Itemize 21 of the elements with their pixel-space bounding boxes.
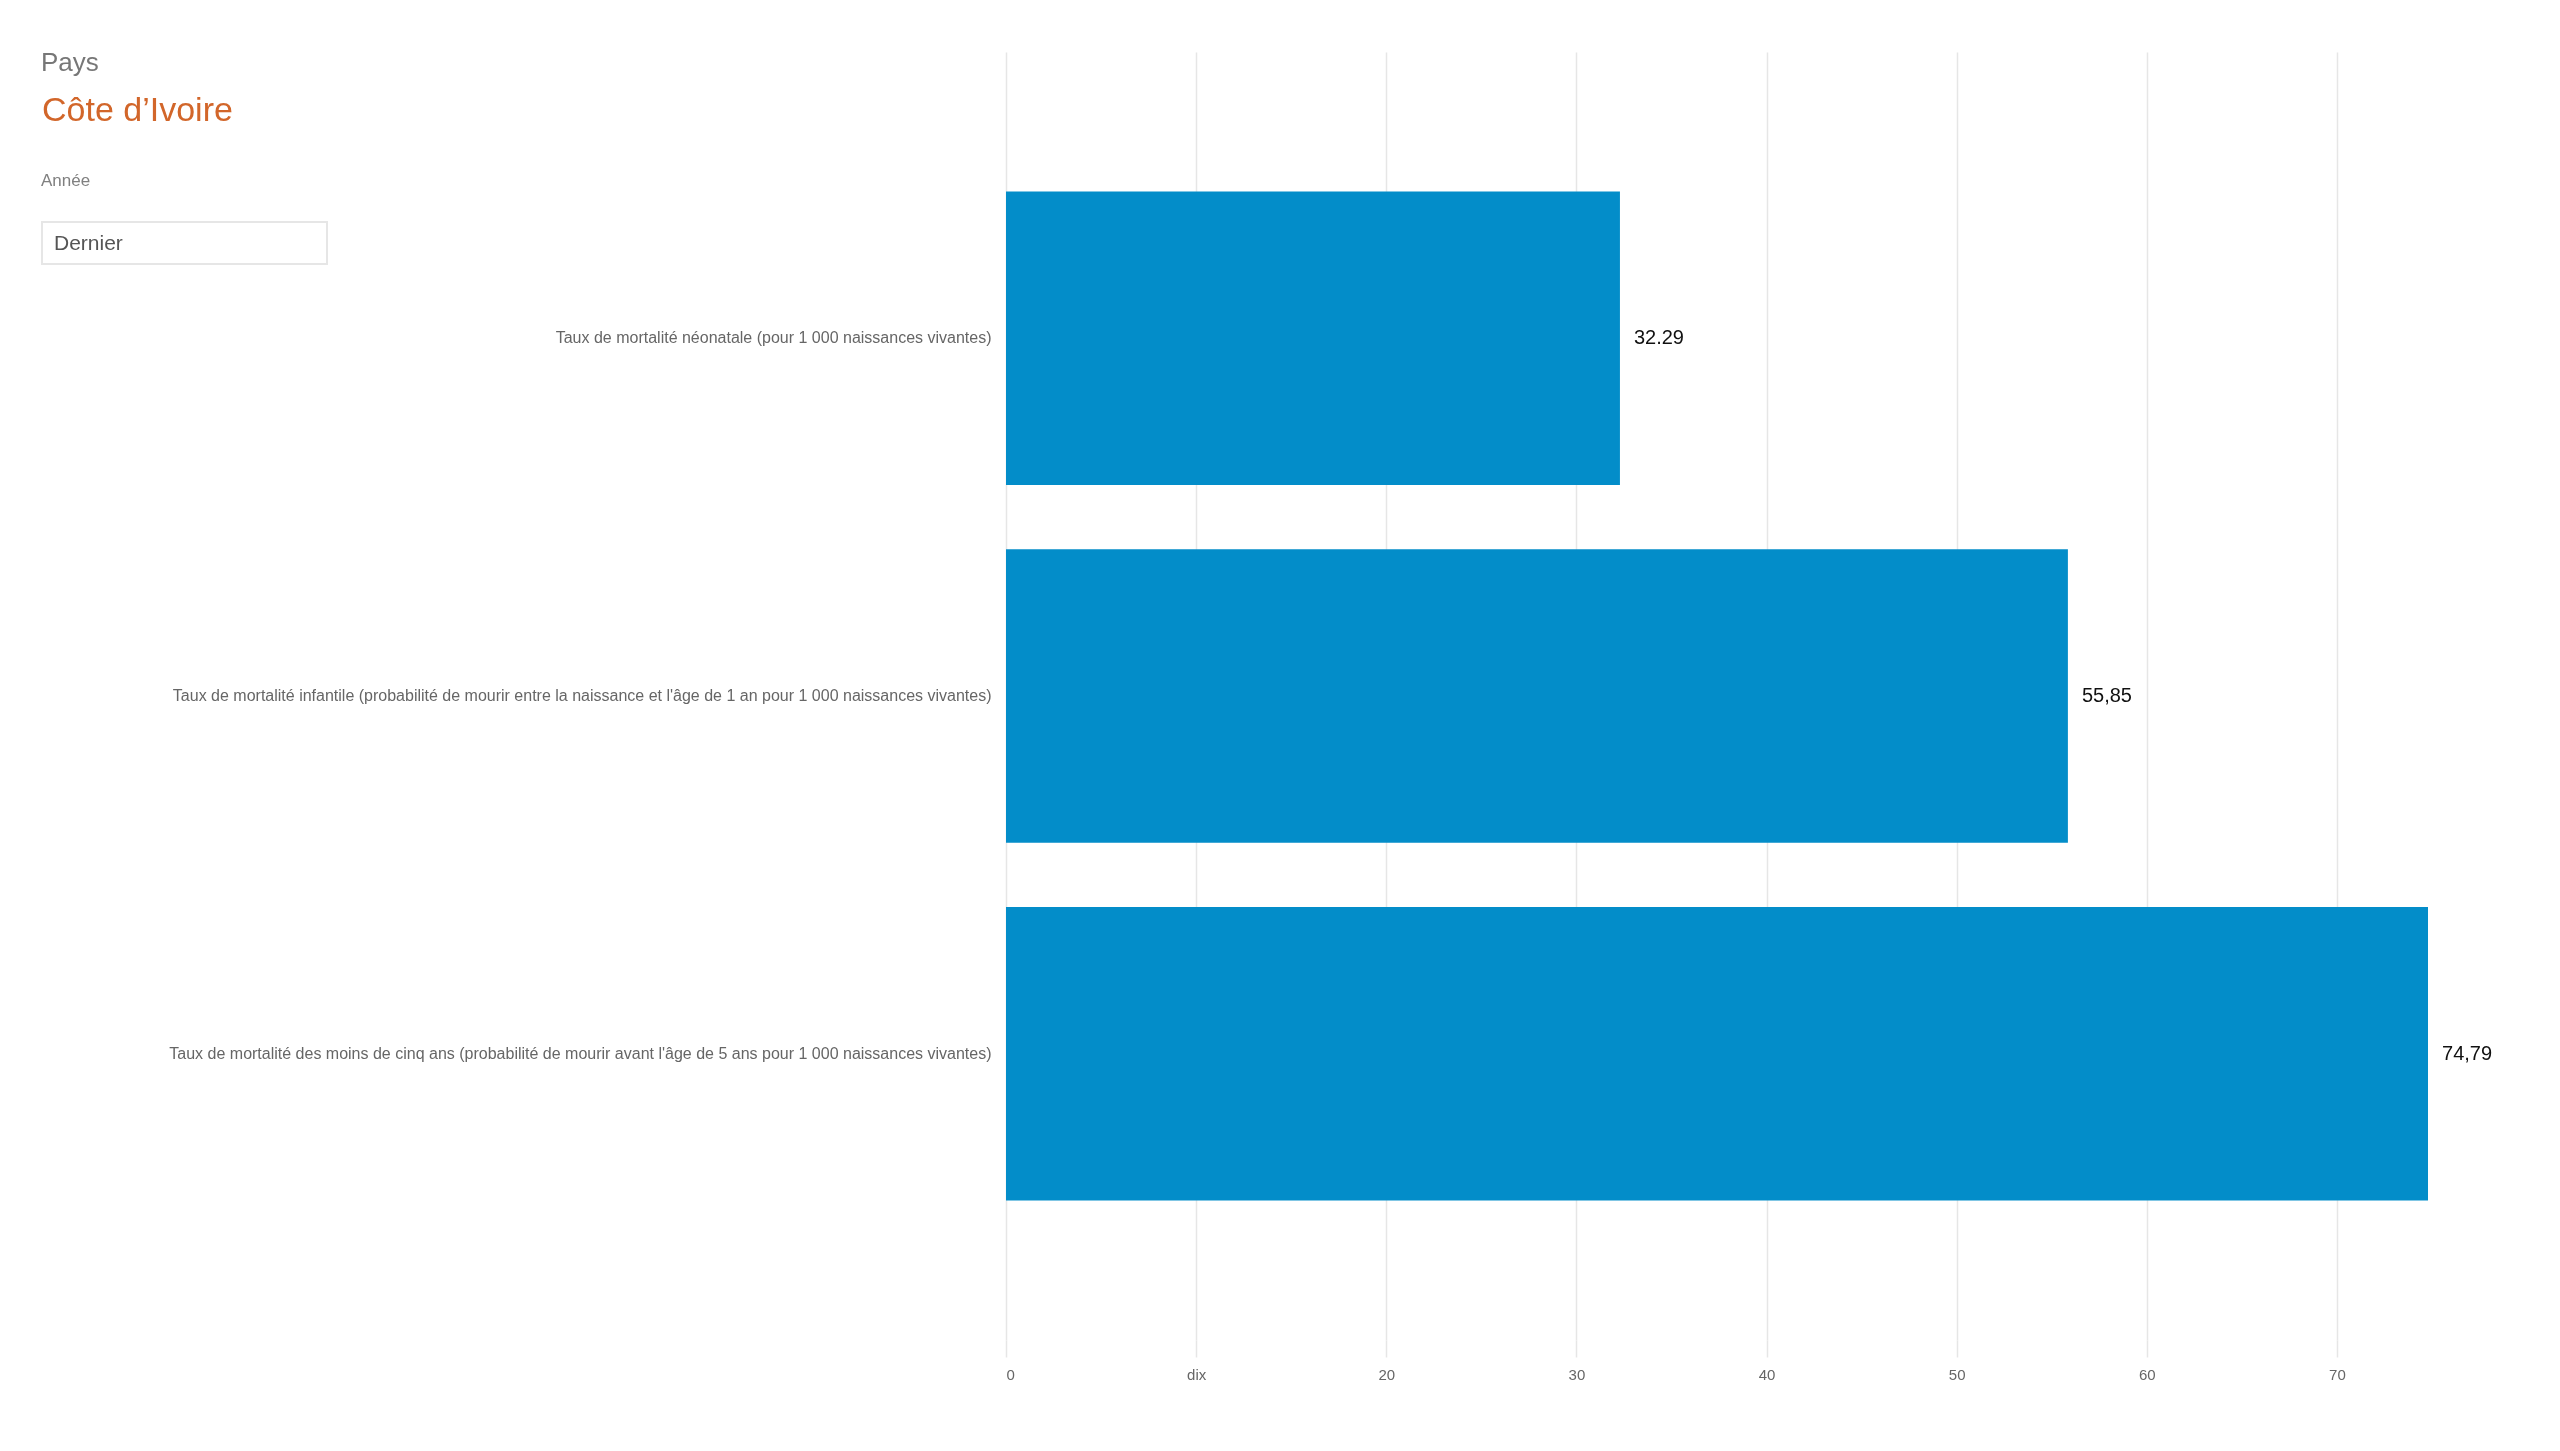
input-field: Dernier	[41, 221, 328, 265]
bar	[1006, 549, 2068, 843]
bar	[1006, 907, 2429, 1201]
text: Pays	[41, 47, 99, 77]
x-tick-label: dix	[1187, 1365, 1207, 1383]
data-label: 74,79	[2442, 1041, 2493, 1064]
y-tick-label: Taux de mortalité infantile (probabilité de mourir entre la naissance et l'âge de 1 an pour 1 000 naissances vivantes)	[172, 687, 992, 704]
y-tick-label: Taux de mortalité des moins de cinq ans (probabilité de mourir avant l'âge de 5 ans pour 1 000 naissances vivantes)	[169, 1044, 992, 1062]
x-tick-label: 30	[1568, 1365, 1586, 1383]
x-tick-label: 60	[2138, 1365, 2156, 1383]
bar	[1006, 191, 1620, 485]
text: Côte d’Ivoire	[42, 90, 233, 128]
x-tick-label: 0	[1006, 1365, 1015, 1383]
data-label: 55,85	[2081, 684, 2132, 706]
x-tick-label: 70	[2329, 1365, 2346, 1383]
x-tick-label: 50	[1948, 1365, 1966, 1383]
data-label: 32.29	[1633, 326, 1684, 349]
text: Année	[41, 171, 91, 190]
y-tick-label: Taux de mortalité néonatale (pour 1 000 naissances vivantes)	[555, 329, 992, 347]
x-tick-label: 20	[1378, 1365, 1396, 1383]
x-tick-label: 40	[1758, 1365, 1776, 1383]
